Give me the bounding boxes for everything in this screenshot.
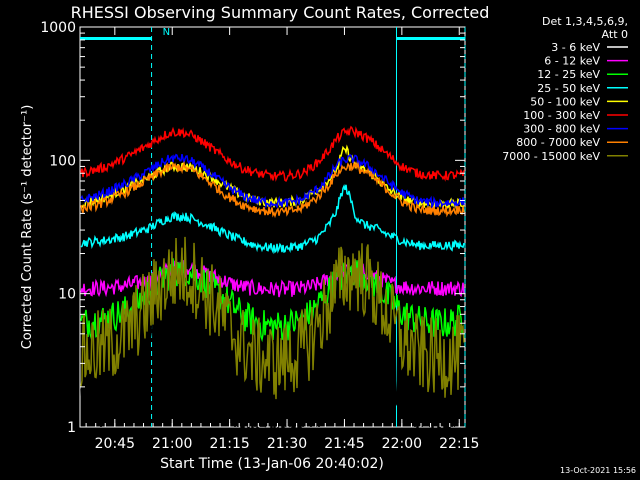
x-tick-label-2: 21:15 xyxy=(209,436,249,452)
legend-label-8: 7000 - 15000 keV xyxy=(502,150,600,163)
x-axis-label: Start Time (13-Jan-06 20:40:02) xyxy=(160,456,384,472)
series-line-1 xyxy=(80,260,465,298)
night-annotation: N xyxy=(163,27,170,38)
series-line-0 xyxy=(80,265,465,430)
series-line-7 xyxy=(80,160,465,219)
chart-title: RHESSI Observing Summary Count Rates, Co… xyxy=(71,3,490,22)
series-line-5 xyxy=(80,125,465,182)
y-axis-label: Corrected Count Rate (s⁻¹ detector⁻¹) xyxy=(20,105,35,350)
x-tick-label-6: 22:15 xyxy=(439,436,479,452)
legend-label-3: 25 - 50 keV xyxy=(537,82,600,95)
series-line-6 xyxy=(80,153,465,210)
y-tick-label-2: 100 xyxy=(49,153,76,169)
y-tick-label-0: 1 xyxy=(67,420,76,436)
legend-header-line-2: Att 0 xyxy=(602,28,628,41)
legend-label-1: 6 - 12 keV xyxy=(544,55,600,68)
series-line-3 xyxy=(80,184,465,255)
axis-ticks: 20:45 21:00 21:15 21:30 21:45 22:00 22:15 1 10 10… xyxy=(40,20,479,452)
x-tick-label-1: 21:00 xyxy=(152,436,192,452)
legend-label-5: 100 - 300 keV xyxy=(523,109,600,122)
legend-label-2: 12 - 25 keV xyxy=(537,68,600,81)
legend-label-7: 800 - 7000 keV xyxy=(516,136,600,149)
y-tick-label-3: 1000 xyxy=(40,20,76,36)
x-tick-label-3: 21:30 xyxy=(267,436,307,452)
y-tick-label-1: 10 xyxy=(58,287,76,303)
legend-label-4: 50 - 100 keV xyxy=(530,95,600,108)
x-tick-label-4: 21:45 xyxy=(324,436,364,452)
legend-header-line-1: Det 1,3,4,5,6,9, xyxy=(542,15,628,28)
series-line-8 xyxy=(80,236,465,400)
footer-date: 13-Oct-2021 15:56 xyxy=(560,466,636,475)
legend-label-6: 300 - 800 keV xyxy=(523,123,600,136)
x-tick-label-0: 20:45 xyxy=(95,436,135,452)
legend-label-0: 3 - 6 keV xyxy=(551,41,600,54)
x-tick-label-5: 22:00 xyxy=(382,436,422,452)
series-layer xyxy=(80,125,465,430)
